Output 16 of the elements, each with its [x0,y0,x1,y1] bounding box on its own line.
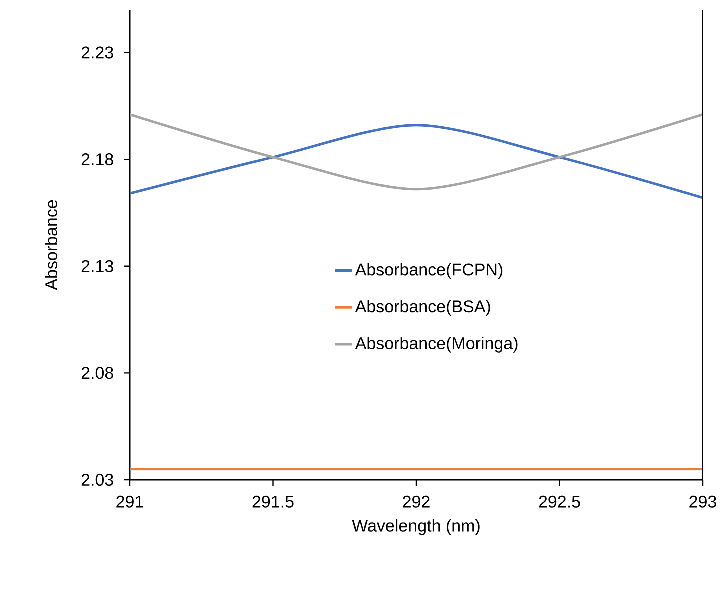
line-series [130,124,704,200]
y-tick-label: 2.08 [82,367,114,380]
x-tick-label: 291 [116,496,144,508]
legend-label: Absorbance(BSA) [355,300,490,316]
x-axis-title: Wavelength (nm) [352,519,480,536]
y-axis-title: Absorbance [45,200,58,290]
legend-label: Absorbance(FCPN) [355,263,503,280]
y-tick-label: 2.13 [82,260,114,272]
x-tick-label: 293 [690,496,716,508]
x-tick-label: 291.5 [252,496,294,508]
y-tick-label: 2.23 [82,46,114,59]
y-tick-label: 2.03 [82,474,114,486]
x-tick-label: 292.5 [539,496,580,508]
x-tick-label: 292 [403,496,430,508]
y-tick-label: 2.18 [82,154,114,166]
legend-label: Absorbance(Moringa) [355,337,518,353]
